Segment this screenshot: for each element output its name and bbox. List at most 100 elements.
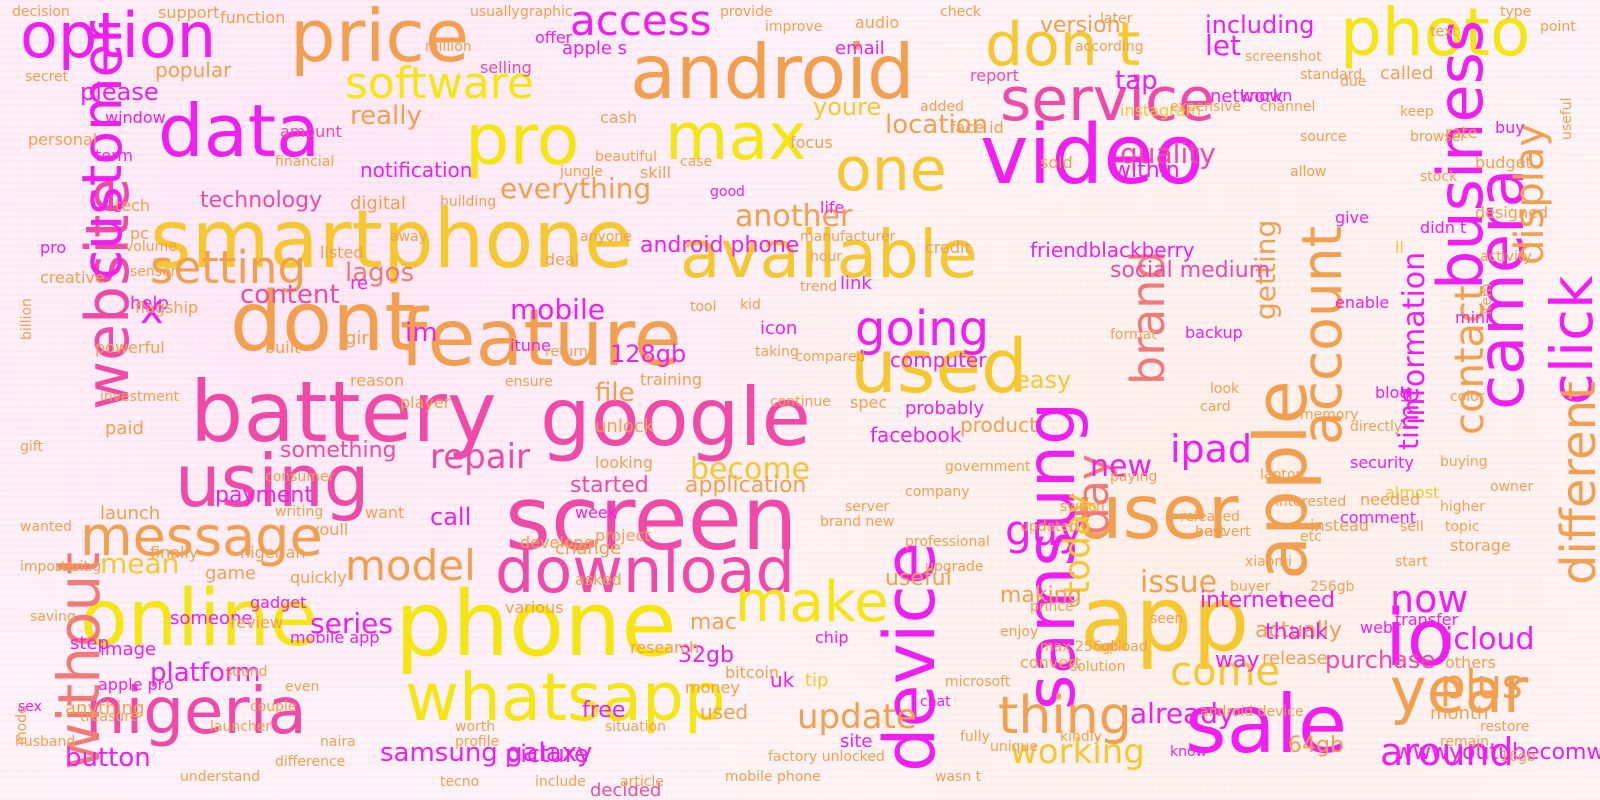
- cloud-word-personal: personal: [28, 130, 98, 149]
- cloud-word-32gb: 32gb: [678, 643, 734, 668]
- cloud-word-advert: advert: [1205, 524, 1251, 540]
- cloud-word-point: point: [1540, 19, 1576, 35]
- cloud-word-using: using: [175, 439, 370, 523]
- cloud-word-term: term: [95, 146, 133, 165]
- cloud-word-battery: battery: [190, 363, 497, 461]
- cloud-word-paid: paid: [105, 418, 144, 439]
- cloud-word-convert: convert: [1020, 653, 1081, 672]
- cloud-word-life: life: [820, 198, 845, 217]
- cloud-word-server: server: [845, 499, 890, 515]
- cloud-word-couple: couple: [250, 699, 297, 715]
- cloud-word-comment: comment: [1340, 508, 1417, 527]
- cloud-word-nigerian: nigerian: [240, 543, 306, 562]
- cloud-word-saving: saving: [30, 609, 76, 625]
- cloud-word-image: image: [100, 639, 157, 660]
- cloud-word-content: content: [240, 280, 340, 310]
- cloud-word-free: free: [582, 698, 626, 723]
- cloud-word-now: now: [1390, 577, 1469, 621]
- cloud-word-called: called: [1380, 63, 1434, 84]
- cloud-word-let: let: [1205, 29, 1241, 62]
- cloud-word-repair: repair: [430, 437, 530, 477]
- cloud-word-building: building: [440, 194, 497, 210]
- cloud-word-whatsapp: whatsapp: [405, 659, 726, 736]
- cloud-word-already: already: [1130, 697, 1235, 730]
- cloud-word-didn-t: didn t: [1420, 218, 1467, 237]
- cloud-word-ensure: ensure: [505, 374, 553, 390]
- cloud-word-manufacturer: manufacturer: [800, 229, 896, 245]
- cloud-word-designed: designed: [1475, 203, 1549, 222]
- cloud-word-file: file: [595, 378, 635, 408]
- cloud-word-want: want: [365, 503, 405, 522]
- cloud-word-jungle: jungle: [560, 164, 604, 180]
- cloud-word-fully: fully: [960, 729, 990, 745]
- cloud-word-browser: browser: [1410, 129, 1467, 145]
- cloud-word-blog: blog: [1375, 383, 1410, 402]
- cloud-word-stock: stock: [1420, 169, 1458, 185]
- cloud-word-seeing: seeing: [55, 559, 102, 575]
- cloud-word-started: started: [570, 473, 649, 498]
- cloud-word-picture: picture: [505, 740, 589, 768]
- cloud-word-enable: enable: [1335, 293, 1390, 312]
- cloud-word-application: application: [685, 473, 807, 498]
- cloud-word-standard: standard: [1300, 67, 1363, 83]
- cloud-word-sensor: sensor: [130, 264, 177, 280]
- cloud-word-really: really: [350, 101, 422, 131]
- cloud-word-buying: buying: [1440, 454, 1488, 470]
- cloud-word-apple-pro: apple pro: [98, 675, 174, 694]
- cloud-word-digital: digital: [350, 193, 406, 214]
- cloud-word-professional: professional: [905, 534, 990, 550]
- cloud-word-samsung-galaxy: samsung galaxy: [380, 738, 593, 768]
- cloud-word-naira: naira: [320, 734, 356, 750]
- cloud-word-best: best: [1195, 524, 1226, 540]
- cloud-word-company: company: [905, 484, 970, 500]
- cloud-word-change: change: [555, 538, 622, 559]
- cloud-word-usually: usually: [470, 4, 520, 20]
- cloud-word-source: source: [1300, 129, 1347, 145]
- cloud-word-nigeria: nigeria: [85, 675, 307, 749]
- cloud-word-ipad: ipad: [1170, 427, 1253, 471]
- cloud-word-tech: tech: [115, 196, 151, 215]
- cloud-word-download: download: [495, 534, 795, 607]
- cloud-word-sound: sound: [225, 664, 268, 680]
- cloud-word-focus: focus: [790, 133, 833, 152]
- cloud-word-link: link: [840, 273, 872, 294]
- cloud-word-facebook: facebook: [870, 423, 962, 447]
- cloud-word-color: color: [1450, 389, 1485, 405]
- cloud-word-buy: buy: [1495, 118, 1525, 137]
- cloud-word-web: web: [1360, 618, 1394, 637]
- cloud-word-understand: understand: [180, 769, 261, 785]
- cloud-word-anything: anything: [65, 698, 145, 719]
- cloud-word-social-medium: social medium: [1110, 258, 1271, 283]
- cloud-word-wasn-t: wasn t: [935, 769, 982, 785]
- cloud-word-updated: updated: [1020, 519, 1079, 535]
- cloud-word-app: app: [1080, 567, 1250, 672]
- cloud-word-everything: everything: [500, 172, 652, 205]
- cloud-word-buyer: buyer: [1230, 579, 1271, 595]
- cloud-word-profile: profile: [455, 734, 500, 750]
- cloud-word-skill: skill: [640, 163, 671, 182]
- cloud-word-known: known: [1240, 86, 1293, 105]
- cloud-word-including: including: [1205, 11, 1315, 39]
- cloud-word-flagship: flagship: [135, 298, 199, 317]
- cloud-word-restore: restore: [1480, 719, 1530, 735]
- cloud-word-topic: topic: [1445, 519, 1480, 535]
- cloud-word-even: even: [285, 679, 320, 695]
- cloud-word-making: making: [1000, 583, 1082, 608]
- cloud-word-brand-new: brand new: [820, 514, 895, 530]
- cloud-word-guy: guy: [1005, 506, 1084, 555]
- cloud-word-review: review: [230, 613, 283, 632]
- cloud-word-writing: writing: [275, 504, 324, 520]
- cloud-word-message: message: [80, 505, 323, 568]
- cloud-word-etc: etc: [1300, 529, 1322, 545]
- cloud-word-cash: cash: [600, 108, 638, 127]
- cloud-word-tecno: tecno: [440, 774, 480, 790]
- cloud-word-improve: improve: [765, 19, 823, 35]
- cloud-word-start: start: [1395, 554, 1428, 570]
- cloud-word-64gb: 64gb: [1288, 733, 1344, 758]
- cloud-word-looking: looking: [595, 453, 654, 472]
- cloud-word-one: one: [835, 135, 947, 205]
- cloud-word-gadget: gadget: [250, 593, 307, 612]
- cloud-word-series: series: [310, 607, 393, 640]
- cloud-word-deal: deal: [545, 250, 580, 269]
